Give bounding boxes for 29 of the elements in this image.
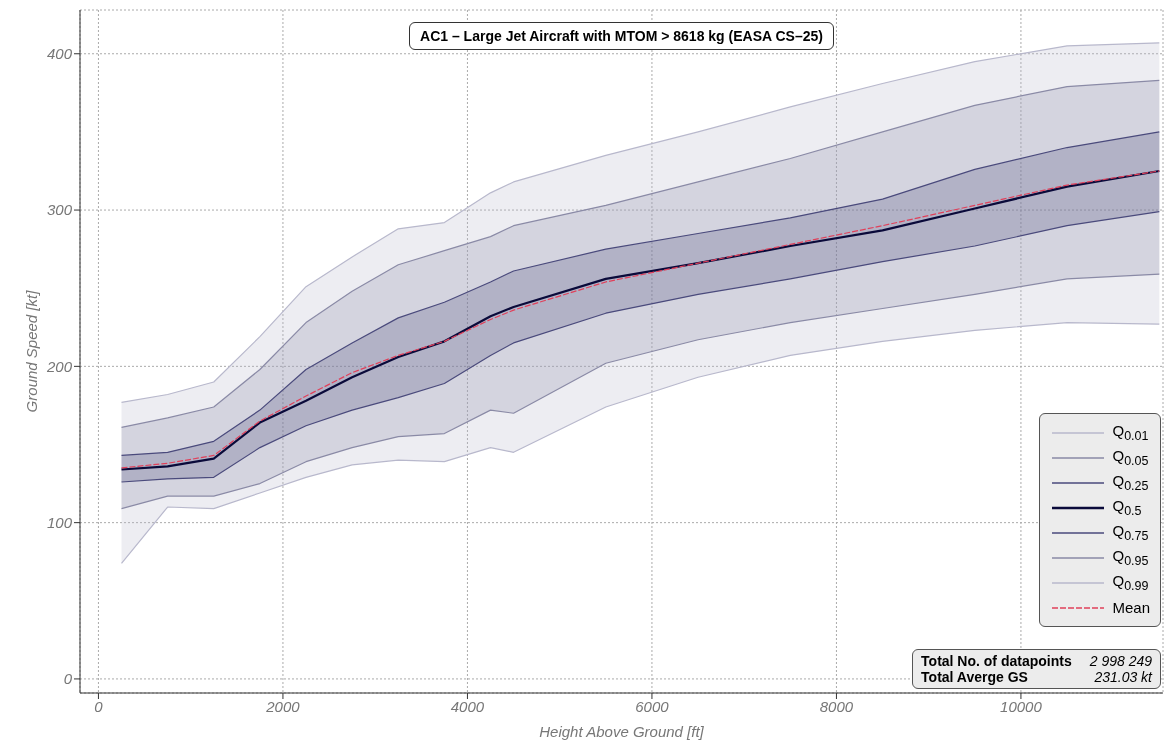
x-tick-label: 10000 xyxy=(1000,697,1043,715)
x-tick-label: 2000 xyxy=(265,697,301,715)
line-series xyxy=(120,42,1160,403)
annotation: 2 998 249 xyxy=(1089,653,1152,669)
annotation: Total Averge GS xyxy=(921,669,1028,685)
y-tick-label: 200 xyxy=(45,357,73,375)
legend-label: Q$_{0.95}$ xyxy=(1112,547,1149,568)
legend-label: Q$_{0.75}$ xyxy=(1112,522,1149,543)
legend-label: Q$_{0.5}$ xyxy=(1112,497,1142,518)
legend-label: Q$_{0.01}$ xyxy=(1112,422,1149,443)
legend-label: Q$_{0.05}$ xyxy=(1112,447,1149,468)
x-tick-label: 6000 xyxy=(635,697,670,715)
annotation: Total No. of datapoints xyxy=(921,653,1072,669)
y-tick-label: 0 xyxy=(63,670,73,688)
legend-label: Mean xyxy=(1112,599,1150,616)
line-series xyxy=(120,79,1160,428)
x-tick-label: 8000 xyxy=(819,697,854,715)
x-tick-label: 0 xyxy=(94,697,104,715)
annotation: 231.03 kt xyxy=(1094,669,1152,685)
legend-label: Q$_{0.99}$ xyxy=(1112,572,1149,593)
x-tick-label: 4000 xyxy=(450,697,485,715)
x-axis-title: Height Above Ground [ft] xyxy=(539,723,705,740)
line-series xyxy=(120,321,1160,564)
text: AC1 – Large Jet Aircraft with MTOM > 8618 kg (EASA CS–25) xyxy=(409,22,834,50)
y-tick-label: 100 xyxy=(46,513,73,531)
y-tick-label: 400 xyxy=(46,45,73,63)
y-tick-label: 300 xyxy=(46,201,73,219)
legend-label: Q$_{0.25}$ xyxy=(1112,472,1149,493)
y-axis-title: Ground Speed [kt] xyxy=(23,289,41,413)
